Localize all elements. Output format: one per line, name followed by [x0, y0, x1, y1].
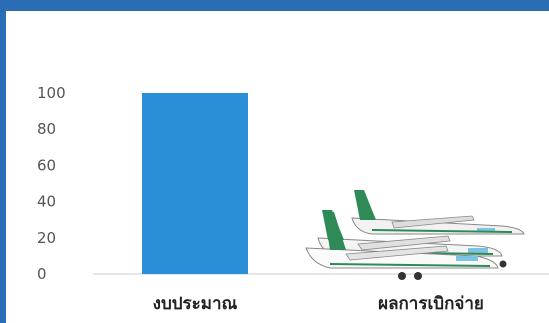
y-tick-label: 60 — [37, 156, 56, 174]
y-tick-label: 80 — [37, 120, 56, 138]
bars — [142, 93, 248, 274]
y-tick-label: 20 — [37, 229, 56, 247]
airplane-group-icon — [305, 190, 525, 280]
y-axis-ticks: 0 20 40 60 80 100 — [37, 84, 66, 283]
x-axis-labels: งบประมาณ ผลการเบิกจ่าย — [153, 294, 484, 314]
x-category-label: งบประมาณ — [153, 294, 238, 314]
x-category-label: ผลการเบิกจ่าย — [378, 294, 484, 314]
y-tick-label: 40 — [37, 193, 56, 211]
y-tick-label: 100 — [37, 84, 66, 102]
bar — [142, 93, 248, 274]
y-tick-label: 0 — [37, 265, 47, 283]
